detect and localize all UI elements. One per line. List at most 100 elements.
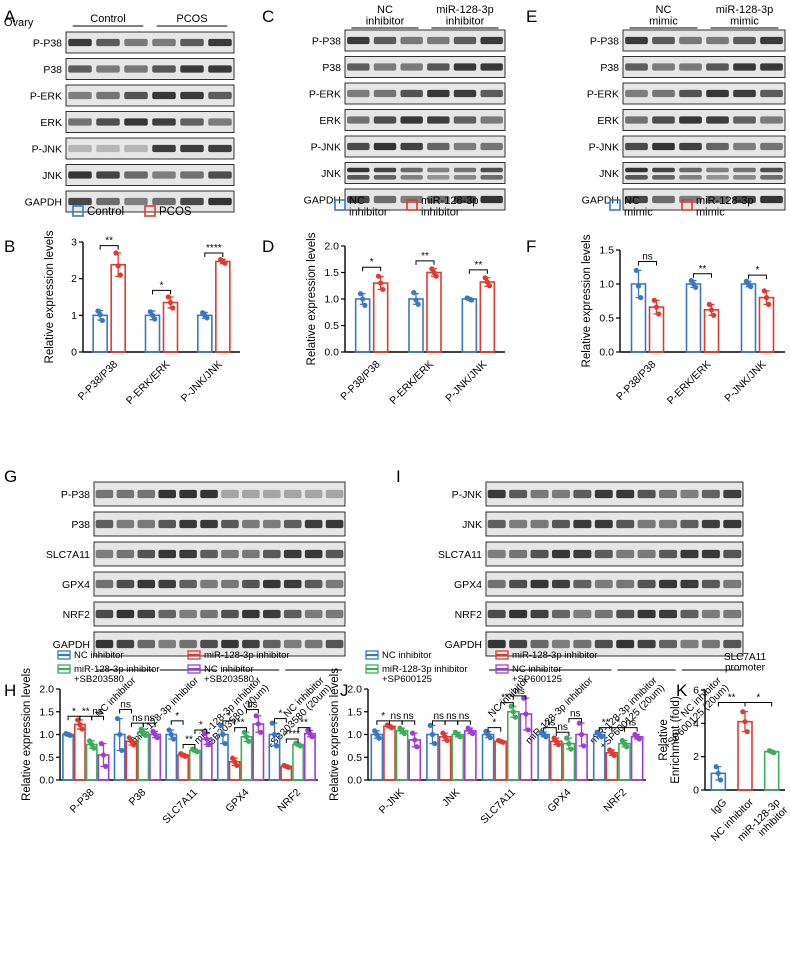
- text-line: inhibitor: [421, 207, 460, 219]
- significance-bracket: [415, 260, 435, 265]
- text-line: P-P38: [68, 786, 97, 815]
- data-point: [142, 732, 149, 739]
- blot-band: [679, 142, 702, 151]
- significance-bracket: [152, 289, 171, 295]
- blot-band: [733, 175, 756, 180]
- data-point: [576, 720, 582, 726]
- legend-label: miR-128-3p inhibitor +SP600125: [382, 664, 468, 685]
- band-label: P-P38: [33, 38, 62, 50]
- blot-band: [179, 549, 197, 559]
- x-tick-label: P38: [127, 786, 149, 808]
- text-line: ns: [391, 711, 402, 722]
- significance-label: *: [756, 693, 760, 704]
- bar: [549, 740, 563, 781]
- blot-band: [263, 579, 281, 589]
- data-point: [204, 315, 210, 321]
- blot-band: [487, 519, 506, 529]
- significance-bracket: [285, 738, 299, 744]
- blot-band: [347, 195, 370, 204]
- band-label: JNK: [321, 168, 341, 180]
- data-point: [380, 286, 386, 293]
- blot-band: [373, 89, 397, 98]
- text-line: **: [421, 251, 429, 262]
- significance-label: ns: [557, 722, 568, 733]
- band-label: ERK: [319, 115, 341, 127]
- text-line: Control: [90, 13, 125, 25]
- significance-label: **: [82, 706, 90, 717]
- panel-letter: C: [262, 7, 274, 26]
- text-line: Relative expression levels: [306, 232, 318, 365]
- y-tick-label: 4: [693, 718, 699, 730]
- data-point: [432, 741, 438, 747]
- band-label: GAPDH: [25, 197, 62, 209]
- significance-bracket: [246, 708, 259, 714]
- blot-band: [573, 489, 592, 499]
- significance-label: *: [616, 718, 620, 729]
- group-label: NC mimic: [649, 4, 678, 28]
- blot-band: [325, 519, 344, 529]
- blot-strip: [93, 601, 346, 627]
- significance-label: ns: [403, 711, 414, 722]
- blot-band: [509, 609, 528, 619]
- band-label: GAPDH: [445, 639, 482, 651]
- blot-band: [179, 609, 197, 619]
- panel-letter: H: [4, 681, 16, 700]
- blot-band: [701, 639, 720, 649]
- text-line: *: [278, 709, 282, 720]
- significance-label: *: [278, 709, 282, 720]
- significance-label: ns: [144, 713, 155, 724]
- blot-band: [347, 175, 370, 180]
- band-label: P-P38: [312, 36, 341, 48]
- significance-bracket: [468, 269, 488, 274]
- significance-bracket: [91, 715, 105, 721]
- blot-band: [453, 195, 477, 204]
- x-tick-label: P-JNK: [377, 786, 407, 816]
- text-line: **: [728, 693, 736, 704]
- data-point: [222, 260, 228, 266]
- text-line: GPX4: [454, 579, 482, 591]
- bar: [506, 710, 520, 781]
- text-line: GAPDH: [304, 195, 341, 207]
- significance-bracket: [204, 252, 224, 257]
- blot-band: [304, 519, 323, 529]
- y-tick-label: 0.5: [599, 313, 614, 325]
- text-line: *: [492, 718, 496, 729]
- group-label: NC inhibitor: [366, 4, 405, 28]
- data-point: [98, 741, 104, 747]
- blot-band: [96, 65, 120, 73]
- blot-band: [373, 175, 397, 180]
- text-line: ns: [132, 713, 143, 724]
- blot-band: [551, 549, 570, 559]
- data-point: [457, 734, 463, 740]
- blot-band: [208, 65, 232, 73]
- blot-band: [304, 639, 323, 649]
- x-tick-label: P-JNK/JNK: [443, 358, 489, 404]
- text-line: 1.0: [347, 729, 362, 741]
- blot-band: [68, 38, 92, 47]
- blot-band: [551, 489, 570, 499]
- significance-label: ***: [501, 693, 513, 704]
- blot-band: [200, 609, 218, 619]
- bar: [408, 298, 424, 353]
- blot-band: [480, 167, 503, 173]
- text-line: SLC7A11: [724, 652, 767, 663]
- data-point: [243, 734, 250, 740]
- blot-band: [200, 519, 218, 529]
- data-point: [117, 731, 123, 738]
- data-point: [740, 709, 746, 715]
- text-line: 1.5: [599, 245, 614, 257]
- legend-label: NC inhibitor +SB203580: [204, 664, 254, 685]
- x-tick-label: P-P38: [68, 786, 97, 815]
- row-header: Ovary: [4, 17, 34, 29]
- blot-strip: [485, 601, 744, 627]
- blot-band: [551, 519, 570, 529]
- blot-band: [325, 549, 344, 559]
- text-line: Enrichment (fold): [670, 696, 682, 784]
- blot-band: [509, 519, 528, 529]
- blot-band: [701, 519, 720, 529]
- blot-band: [453, 36, 477, 45]
- blot-band: [530, 519, 549, 529]
- blot-band: [480, 195, 503, 204]
- data-point: [706, 301, 712, 307]
- blot-band: [96, 144, 120, 153]
